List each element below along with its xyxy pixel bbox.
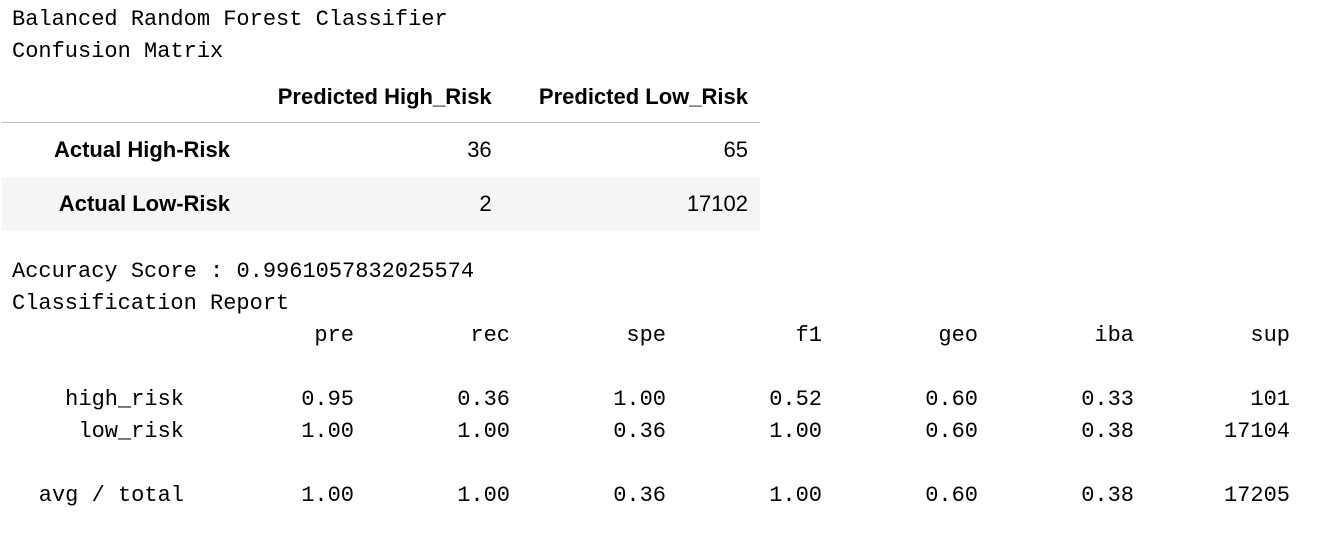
column-header-predicted-high-risk: Predicted High_Risk	[242, 72, 504, 123]
report-cell: 1.00	[769, 483, 822, 508]
table-cell: 65	[723, 136, 748, 162]
accuracy-line: Accuracy Score : 0.9961057832025574	[12, 256, 474, 288]
table-cell: 36	[467, 136, 492, 162]
row-header-actual-low-risk: Actual Low-Risk	[58, 190, 230, 216]
confusion-matrix-heading: Confusion Matrix	[12, 39, 224, 64]
confusion-matrix-table: Predicted High_Risk Predicted Low_Risk A…	[2, 72, 760, 231]
report-cell: 1.00	[301, 419, 354, 444]
row-header-actual-high-risk: Actual High-Risk	[53, 136, 230, 162]
table-row: Actual Low-Risk 2 17102	[2, 176, 760, 231]
report-cell: 0.52	[769, 387, 822, 412]
report-cell: 1.00	[769, 419, 822, 444]
table-corner-cell	[2, 72, 242, 123]
report-column-header: geo	[938, 323, 978, 348]
report-cell: 0.36	[613, 419, 666, 444]
report-cell: 0.60	[925, 419, 978, 444]
report-cell: 1.00	[613, 387, 666, 412]
output-title: Balanced Random Forest Classifier	[12, 7, 448, 32]
report-row-label: low_risk	[78, 419, 184, 444]
report-cell: 0.38	[1081, 483, 1134, 508]
classification-report-heading: Classification Report	[12, 291, 290, 316]
report-cell: 0.36	[613, 483, 666, 508]
report-column-header: pre	[314, 323, 354, 348]
report-column-header: iba	[1094, 323, 1134, 348]
report-cell: 0.60	[925, 387, 978, 412]
report-cell: 1.00	[301, 483, 354, 508]
report-row-label: high_risk	[65, 387, 184, 412]
table-cell: 2	[479, 190, 492, 216]
report-cell: 0.36	[457, 387, 510, 412]
column-header-predicted-low-risk: Predicted Low_Risk	[503, 72, 760, 123]
report-cell: 0.60	[925, 483, 978, 508]
report-column-header: rec	[470, 323, 510, 348]
accuracy-label: Accuracy Score :	[12, 259, 224, 284]
report-cell: 0.38	[1081, 419, 1134, 444]
accuracy-value: 0.9961057832025574	[236, 259, 475, 284]
table-row: Actual High-Risk 36 65	[2, 122, 760, 177]
table-cell: 17102	[686, 190, 748, 216]
report-column-header: spe	[626, 323, 666, 348]
report-column-header: sup	[1250, 323, 1290, 348]
report-cell: 1.00	[457, 483, 510, 508]
report-cell: 0.33	[1081, 387, 1134, 412]
report-cell: 17205	[1223, 483, 1290, 508]
report-cell: 1.00	[457, 419, 510, 444]
report-cell: 0.95	[301, 387, 354, 412]
report-column-header: f1	[795, 323, 822, 348]
table-header-row: Predicted High_Risk Predicted Low_Risk	[2, 72, 760, 123]
report-row-label: avg / total	[38, 483, 184, 508]
report-cell: 101	[1250, 387, 1290, 412]
report-cell: 17104	[1223, 419, 1290, 444]
